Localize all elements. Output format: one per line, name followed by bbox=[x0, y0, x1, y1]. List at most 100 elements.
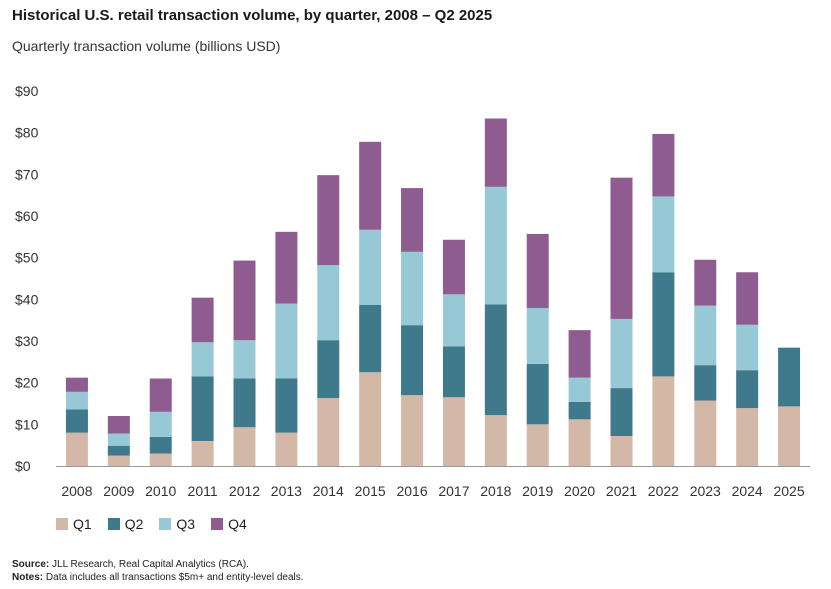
legend-item-q1: Q1 bbox=[56, 516, 92, 532]
x-tick-label: 2012 bbox=[229, 483, 260, 499]
x-tick-label: 2020 bbox=[564, 483, 595, 499]
source-label: Source: bbox=[12, 559, 50, 570]
bar-q2-2013 bbox=[275, 378, 298, 433]
legend-swatch bbox=[159, 518, 172, 530]
bar-q3-2021 bbox=[610, 318, 633, 389]
bar-q3-2022 bbox=[652, 196, 675, 273]
bar-q3-2009 bbox=[107, 433, 130, 446]
bar-q4-2016 bbox=[401, 188, 424, 252]
bar-q2-2011 bbox=[191, 376, 214, 441]
bar-q2-2017 bbox=[442, 346, 465, 398]
x-tick-label: 2011 bbox=[188, 483, 218, 499]
bar-q2-2023 bbox=[694, 365, 717, 401]
bar-q2-2008 bbox=[65, 409, 88, 433]
bar-q1-2013 bbox=[275, 432, 298, 466]
bar-q3-2019 bbox=[526, 308, 549, 364]
source-note: Source: JLL Research, Real Capital Analy… bbox=[12, 559, 249, 570]
legend-swatch bbox=[56, 518, 68, 530]
bar-q2-2019 bbox=[526, 363, 549, 425]
bar-q1-2022 bbox=[652, 376, 675, 466]
x-tick-label: 2023 bbox=[690, 483, 721, 499]
x-tick-label: 2019 bbox=[522, 483, 553, 499]
bar-q2-2018 bbox=[484, 304, 507, 416]
legend-label: Q3 bbox=[176, 516, 196, 532]
bar-q4-2015 bbox=[359, 141, 382, 230]
bar-q2-2009 bbox=[107, 446, 130, 456]
bar-q3-2012 bbox=[233, 340, 256, 379]
bar-q1-2025 bbox=[778, 406, 801, 466]
bar-q3-2024 bbox=[736, 324, 759, 371]
bar-q3-2018 bbox=[484, 186, 507, 305]
bar-q2-2025 bbox=[778, 347, 801, 407]
bar-q3-2020 bbox=[568, 377, 591, 402]
bar-q1-2009 bbox=[107, 455, 130, 466]
x-tick-label: 2022 bbox=[648, 483, 679, 499]
y-tick-label: $40 bbox=[15, 291, 39, 307]
bar-q1-2018 bbox=[484, 415, 507, 466]
bar-q3-2011 bbox=[191, 342, 214, 377]
x-tick-label: 2021 bbox=[606, 483, 637, 499]
bar-q4-2020 bbox=[568, 330, 591, 378]
bar-q4-2021 bbox=[610, 177, 633, 319]
y-tick-label: $50 bbox=[15, 250, 39, 266]
y-tick-label: $80 bbox=[15, 125, 39, 141]
bar-q4-2019 bbox=[526, 233, 549, 309]
x-tick-label: 2024 bbox=[732, 483, 763, 499]
bar-q1-2016 bbox=[401, 395, 424, 466]
notes-note: Notes: Data includes all transactions $5… bbox=[12, 572, 304, 583]
x-tick-label: 2015 bbox=[355, 483, 386, 499]
bar-q3-2017 bbox=[442, 294, 465, 347]
bar-q2-2010 bbox=[149, 436, 172, 454]
y-tick-label: $10 bbox=[15, 416, 39, 432]
bar-q1-2014 bbox=[317, 398, 340, 466]
legend: Q1 Q2 Q3 Q4 bbox=[56, 516, 247, 532]
y-tick-label: $70 bbox=[15, 166, 39, 182]
bar-q4-2010 bbox=[149, 378, 172, 412]
bar-q1-2011 bbox=[191, 441, 214, 466]
chart-title: Historical U.S. retail transaction volum… bbox=[12, 7, 493, 24]
bar-q1-2008 bbox=[65, 432, 88, 466]
bar-q4-2024 bbox=[736, 272, 759, 325]
x-tick-label: 2017 bbox=[438, 483, 469, 499]
bar-q4-2013 bbox=[275, 231, 298, 304]
y-tick-label: $20 bbox=[15, 375, 39, 391]
bar-q1-2015 bbox=[359, 372, 382, 466]
legend-item-q2: Q2 bbox=[107, 516, 143, 532]
bar-q1-2012 bbox=[233, 427, 256, 466]
bar-q4-2009 bbox=[107, 416, 130, 434]
bar-q2-2022 bbox=[652, 272, 675, 377]
y-tick-label: $60 bbox=[15, 208, 39, 224]
bar-q4-2022 bbox=[652, 133, 675, 197]
bar-q3-2013 bbox=[275, 303, 298, 379]
bar-q4-2012 bbox=[233, 260, 256, 341]
bar-q4-2018 bbox=[484, 118, 507, 187]
bar-q4-2011 bbox=[191, 297, 214, 343]
source-text: JLL Research, Real Capital Analytics (RC… bbox=[52, 559, 249, 570]
notes-label: Notes: bbox=[12, 572, 44, 583]
legend-swatch bbox=[211, 518, 224, 530]
y-tick-label: $90 bbox=[15, 83, 39, 99]
bar-q3-2015 bbox=[359, 229, 382, 305]
y-tick-label: $0 bbox=[15, 458, 31, 474]
bar-q4-2014 bbox=[317, 175, 340, 266]
bar-q2-2020 bbox=[568, 401, 591, 420]
bar-q2-2012 bbox=[233, 378, 256, 428]
x-tick-label: 2016 bbox=[396, 483, 427, 499]
x-tick-label: 2025 bbox=[773, 483, 804, 499]
bar-q3-2008 bbox=[65, 391, 88, 410]
bar-q4-2008 bbox=[65, 377, 88, 392]
bar-q1-2023 bbox=[694, 400, 717, 466]
legend-item-q4: Q4 bbox=[211, 516, 247, 532]
bar-q3-2010 bbox=[149, 411, 172, 437]
x-tick-label: 2009 bbox=[103, 483, 134, 499]
bar-q2-2016 bbox=[401, 325, 424, 396]
x-tick-label: 2008 bbox=[61, 483, 92, 499]
bar-q1-2017 bbox=[442, 397, 465, 466]
x-tick-label: 2018 bbox=[480, 483, 511, 499]
legend-label: Q4 bbox=[228, 516, 247, 532]
bar-q2-2021 bbox=[610, 388, 633, 436]
bar-q2-2015 bbox=[359, 304, 382, 373]
x-tick-label: 2010 bbox=[145, 483, 176, 499]
legend-label: Q1 bbox=[73, 516, 92, 532]
bar-q1-2024 bbox=[736, 408, 759, 466]
